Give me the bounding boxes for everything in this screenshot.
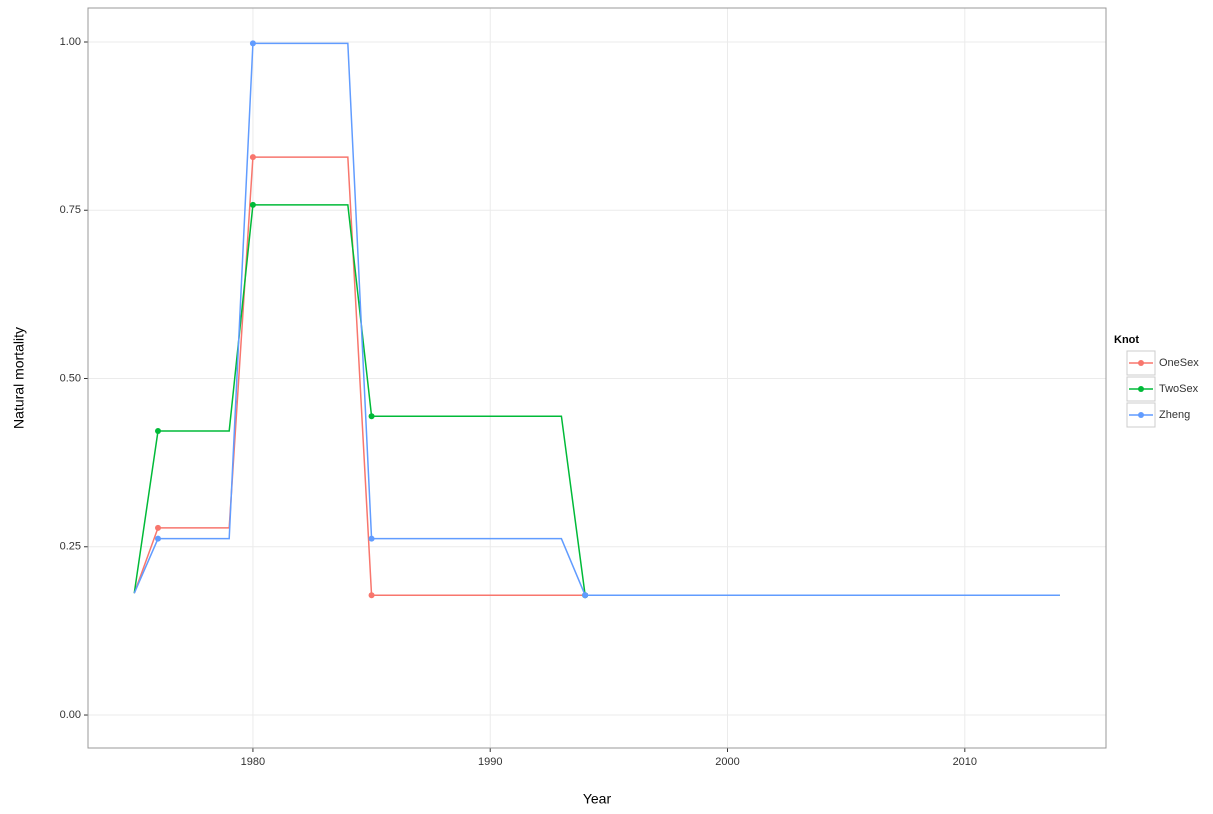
series-line: [133, 156, 1060, 596]
series-line: [133, 204, 1060, 596]
y-tick-label: 1.00: [60, 36, 81, 48]
legend-point: [1138, 360, 1144, 366]
series-point: [249, 40, 256, 47]
legend-point: [1138, 412, 1144, 418]
series-point: [368, 535, 375, 542]
series-point: [368, 413, 375, 420]
legend-label: Zheng: [1159, 409, 1190, 421]
series-point: [155, 524, 162, 531]
y-axis-title: Natural mortality: [11, 327, 27, 429]
legend-title: Knot: [1114, 334, 1139, 346]
legend-label: OneSex: [1159, 357, 1199, 369]
x-tick-label: 2010: [953, 756, 977, 768]
y-tick-label: 0.50: [60, 372, 81, 384]
y-tick-label: 0.25: [60, 541, 81, 553]
series-point: [368, 592, 375, 599]
panel-border: [87, 7, 1107, 749]
x-tick-label: 2000: [715, 756, 739, 768]
series-point: [582, 592, 589, 599]
y-tick-label: 0.75: [60, 204, 81, 216]
legend-point: [1138, 386, 1144, 392]
series-point: [249, 201, 256, 208]
x-tick-label: 1990: [478, 756, 502, 768]
legend-label: TwoSex: [1159, 383, 1199, 395]
series-point: [155, 428, 162, 435]
x-tick-label: 1980: [241, 756, 265, 768]
series-point: [249, 154, 256, 161]
y-tick-label: 0.00: [60, 709, 81, 721]
series-point: [155, 535, 162, 542]
series-line: [133, 42, 1060, 596]
x-axis-title: Year: [583, 791, 612, 807]
